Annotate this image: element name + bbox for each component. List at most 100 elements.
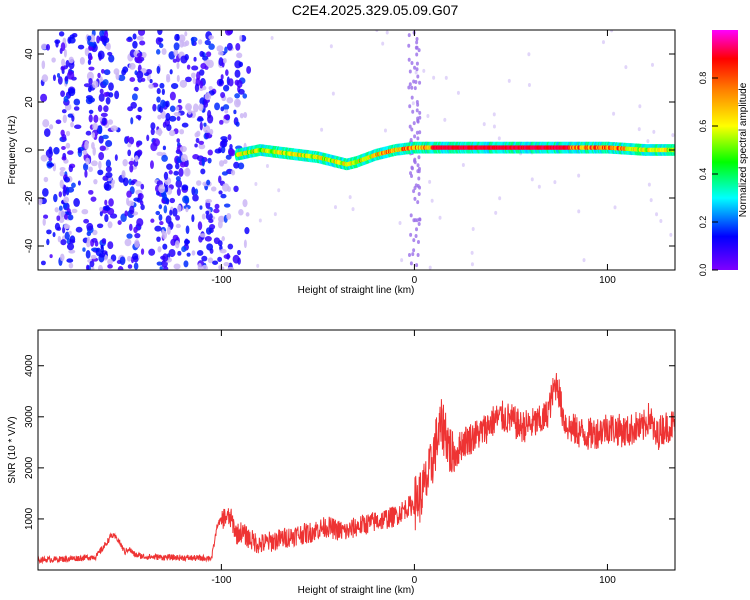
noise-point (173, 111, 181, 117)
noise-point (77, 44, 85, 50)
noise-point (470, 262, 474, 267)
noise-point (68, 230, 72, 235)
noise-point (150, 122, 156, 130)
noise-point (68, 37, 76, 44)
noise-point (444, 75, 448, 80)
noise-point (140, 204, 145, 211)
noise-point (132, 253, 139, 260)
noise-point (89, 260, 95, 268)
noise-point (107, 264, 113, 269)
noise-point (530, 177, 534, 182)
noise-point (243, 112, 248, 119)
noise-point (415, 218, 419, 223)
snr-y-tick-label: 4000 (24, 354, 35, 377)
noise-point (154, 225, 162, 232)
noise-point (417, 155, 421, 160)
noise-point (471, 227, 475, 232)
page-title: C2E4.2025.329.05.09.G07 (291, 2, 459, 18)
noise-point (194, 188, 199, 196)
noise-point (256, 263, 260, 268)
noise-point (136, 149, 143, 156)
noise-point (85, 130, 92, 136)
noise-point (155, 210, 161, 216)
snr-series-line (38, 372, 675, 565)
noise-point (180, 153, 188, 163)
noise-point (90, 196, 97, 202)
noise-point (60, 239, 67, 246)
noise-point (214, 203, 220, 210)
noise-point (139, 200, 144, 206)
noise-point (217, 51, 224, 56)
noise-point (243, 239, 247, 249)
noise-point (238, 61, 244, 68)
noise-point (91, 141, 95, 150)
noise-point (655, 212, 659, 217)
noise-point (127, 106, 133, 112)
noise-point (66, 242, 75, 251)
noise-point (416, 74, 420, 79)
noise-point (410, 165, 414, 170)
noise-point (408, 253, 412, 258)
noise-point (659, 218, 663, 223)
noise-point (63, 223, 69, 230)
noise-point (527, 52, 531, 57)
noise-point (409, 232, 413, 237)
noise-point (613, 205, 617, 210)
noise-point (95, 247, 102, 257)
colorbar-tick-label: 0.0 (698, 264, 708, 277)
noise-point (198, 140, 205, 145)
noise-point (113, 68, 120, 75)
noise-point (40, 260, 46, 266)
noise-point (192, 77, 196, 85)
noise-point (219, 248, 227, 254)
noise-point (413, 134, 417, 139)
noise-point (537, 184, 541, 189)
noise-point (227, 243, 234, 250)
noise-point (158, 184, 165, 194)
noise-point (61, 155, 67, 161)
noise-point (237, 162, 245, 170)
noise-point (68, 88, 76, 97)
noise-point (58, 191, 63, 198)
noise-point (411, 109, 415, 114)
noise-point (199, 121, 203, 131)
noise-point (162, 243, 168, 250)
noise-point (206, 243, 214, 251)
noise-point (88, 41, 95, 47)
snr-ticks: -100 0 100 1000 2000 3000 4000 (24, 330, 675, 586)
noise-point (202, 55, 209, 61)
noise-point (49, 124, 54, 130)
noise-point (410, 127, 414, 132)
noise-point (51, 57, 56, 63)
noise-point (207, 114, 214, 124)
noise-point (58, 31, 65, 37)
noise-point (84, 47, 90, 57)
noise-point (245, 212, 250, 217)
noise-point (84, 169, 88, 178)
noise-point (233, 161, 240, 169)
noise-point (42, 188, 49, 197)
noise-point (73, 106, 80, 111)
noise-point (97, 169, 104, 176)
noise-point (320, 127, 324, 132)
noise-point (553, 180, 557, 185)
noise-point (208, 218, 214, 223)
noise-point (97, 72, 101, 79)
noise-point (179, 79, 188, 88)
noise-point (100, 112, 108, 118)
noise-point (172, 207, 178, 217)
noise-point (63, 176, 71, 183)
noise-point (201, 264, 208, 270)
noise-point (184, 167, 191, 177)
noise-point (77, 148, 82, 154)
noise-point (127, 149, 132, 157)
noise-point (181, 122, 189, 128)
noise-point (220, 139, 228, 148)
noise-point (108, 54, 115, 63)
noise-point (122, 66, 129, 73)
noise-point (86, 222, 94, 231)
noise-point (133, 197, 141, 202)
noise-point (137, 193, 144, 200)
noise-point (129, 205, 135, 215)
